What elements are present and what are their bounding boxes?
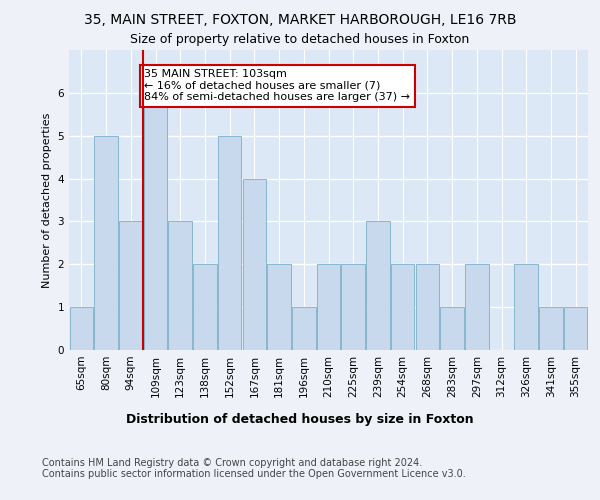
Text: 35, MAIN STREET, FOXTON, MARKET HARBOROUGH, LE16 7RB: 35, MAIN STREET, FOXTON, MARKET HARBOROU… [84, 12, 516, 26]
Bar [564, 307, 587, 350]
Bar [268, 264, 291, 350]
Bar [366, 222, 389, 350]
Bar [341, 264, 365, 350]
Bar [317, 264, 340, 350]
Bar [416, 264, 439, 350]
Bar [440, 307, 464, 350]
Bar [292, 307, 316, 350]
Bar [465, 264, 488, 350]
Text: Distribution of detached houses by size in Foxton: Distribution of detached houses by size … [126, 412, 474, 426]
Bar [70, 307, 93, 350]
Y-axis label: Number of detached properties: Number of detached properties [42, 112, 52, 288]
Bar [514, 264, 538, 350]
Bar [391, 264, 415, 350]
Bar [218, 136, 241, 350]
Text: 35 MAIN STREET: 103sqm
← 16% of detached houses are smaller (7)
84% of semi-deta: 35 MAIN STREET: 103sqm ← 16% of detached… [145, 70, 410, 102]
Text: Contains HM Land Registry data © Crown copyright and database right 2024.
Contai: Contains HM Land Registry data © Crown c… [42, 458, 466, 479]
Bar [193, 264, 217, 350]
Bar [94, 136, 118, 350]
Bar [144, 93, 167, 350]
Bar [169, 222, 192, 350]
Bar [119, 222, 143, 350]
Bar [242, 178, 266, 350]
Text: Size of property relative to detached houses in Foxton: Size of property relative to detached ho… [130, 32, 470, 46]
Bar [539, 307, 563, 350]
